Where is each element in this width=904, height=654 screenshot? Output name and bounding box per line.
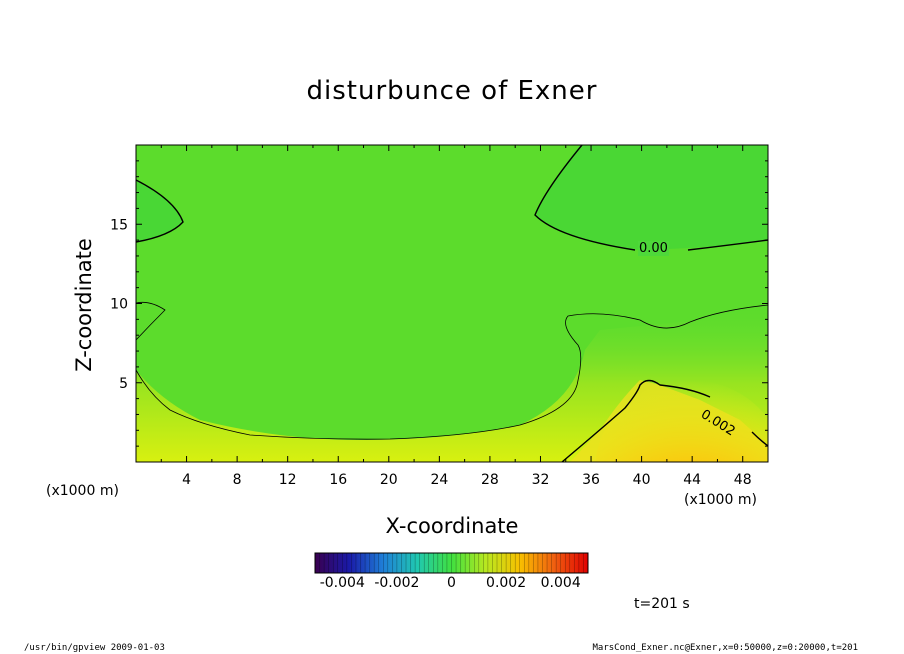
x-tick-label: 24: [430, 472, 448, 488]
colorbar-fill: [315, 553, 588, 573]
contour-line-002: [751, 431, 768, 447]
y-axis: 5 10 15: [110, 160, 768, 447]
x-tick-label: 48: [734, 472, 752, 488]
colorbar-tick-label: -0.002: [374, 575, 420, 591]
colorbar-tick-label: 0.002: [486, 575, 527, 591]
contour-line-0: [136, 179, 184, 243]
x-tick-label: 44: [683, 472, 701, 488]
x-tick-label: 36: [582, 472, 600, 488]
colorbar-stripes: [319, 553, 584, 573]
contour-lines: [136, 145, 768, 462]
contour-line-001: [136, 301, 166, 341]
contour-line-0: [687, 239, 768, 251]
x-tick-label: 28: [481, 472, 499, 488]
colorbar-tick-label: 0: [447, 575, 456, 591]
field-hot-spot: [595, 380, 768, 462]
x-axis: 4 8 12 16 20 24 28 32 36 40 44 48: [160, 145, 752, 488]
field-cool-left: [136, 145, 182, 242]
y-tick-label: 10: [110, 297, 128, 313]
y-axis-label: Z-coordinate: [72, 238, 96, 372]
x-axis-label: X-coordinate: [385, 514, 519, 538]
x-tick-label: 8: [233, 472, 242, 488]
footer-right: MarsCond_Exner.nc@Exner,x=0:50000,z=0:20…: [592, 643, 858, 653]
colorbar-tick-label: -0.004: [319, 575, 365, 591]
contour-line-0: [534, 145, 636, 251]
colorbar-frame: [314, 552, 589, 574]
x-tick-label: 16: [329, 472, 347, 488]
y-tick-label: 5: [119, 376, 128, 392]
chart-title: disturbunce of Exner: [306, 76, 598, 106]
contour-label: 0.00: [638, 241, 669, 256]
colorbar: [314, 552, 589, 574]
x-tick-label: 4: [182, 472, 191, 488]
colorbar-tick-label: 0.004: [540, 575, 581, 591]
contour-line-002: [561, 379, 711, 462]
x-tick-label: 20: [380, 472, 398, 488]
field-cool-right: [535, 145, 768, 250]
footer-left: /usr/bin/gpview 2009-01-03: [24, 643, 165, 653]
x-tick-label: 32: [532, 472, 550, 488]
x-tick-label: 40: [633, 472, 651, 488]
x-tick-label: 12: [279, 472, 297, 488]
x-unit-label: (x1000 m): [684, 492, 757, 508]
time-label: t=201 s: [634, 596, 690, 612]
y-tick-label: 15: [110, 217, 128, 233]
y-unit-label: (x1000 m): [46, 483, 119, 499]
heatmap-field: [136, 145, 768, 462]
contour-line-001: [136, 304, 768, 440]
